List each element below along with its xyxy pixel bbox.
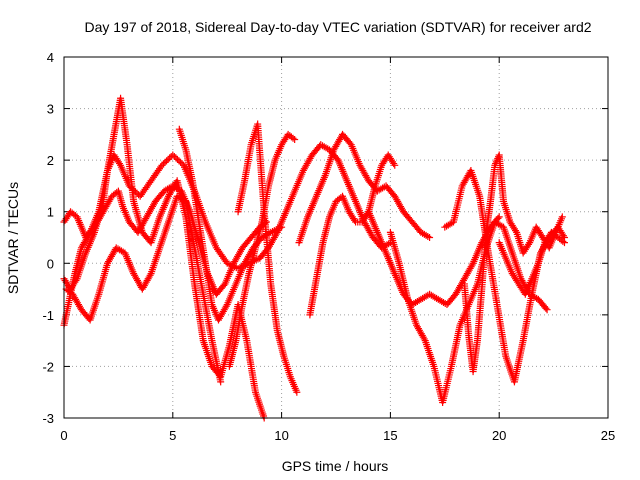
y-tick-label: -2 — [42, 359, 54, 374]
data-point-marker — [272, 230, 280, 238]
data-point-marker — [161, 158, 169, 166]
x-tick-label: 20 — [492, 428, 506, 443]
data-point-marker — [495, 213, 503, 221]
data-point-marker — [170, 152, 178, 160]
data-point-marker — [293, 388, 301, 396]
series-sat-j — [306, 151, 399, 319]
data-point-marker — [391, 161, 399, 169]
x-tick-label: 10 — [274, 428, 288, 443]
data-series — [60, 94, 568, 422]
data-point-marker — [542, 304, 550, 312]
x-tick-label: 25 — [601, 428, 615, 443]
series-sat-o — [495, 228, 568, 298]
x-tick-label: 0 — [60, 428, 67, 443]
y-tick-label: 2 — [47, 153, 54, 168]
x-tick-label: 15 — [383, 428, 397, 443]
series-sat-g — [234, 120, 301, 396]
data-point-marker — [85, 230, 93, 238]
data-point-marker — [543, 306, 551, 314]
data-point-marker — [560, 239, 568, 247]
data-point-marker — [291, 136, 299, 144]
x-tick-labels: 0 5 10 15 20 25 — [60, 428, 615, 443]
data-point-marker — [146, 271, 154, 279]
y-tick-label: -3 — [42, 411, 54, 426]
y-tick-labels: -3 -2 -1 0 1 2 3 4 — [42, 50, 54, 426]
data-point-marker — [169, 151, 177, 159]
series-sat-e — [175, 125, 286, 324]
y-tick-label: 4 — [47, 50, 54, 65]
x-axis-title: GPS time / hours — [282, 458, 389, 474]
data-point-marker — [350, 216, 358, 224]
data-point-marker — [512, 227, 520, 235]
data-point-marker — [426, 234, 434, 241]
y-tick-label: 1 — [47, 205, 54, 220]
chart-title: Day 197 of 2018, Sidereal Day-to-day VTE… — [84, 19, 591, 35]
data-point-marker — [175, 157, 183, 165]
data-point-marker — [217, 378, 225, 386]
data-point-marker — [164, 155, 172, 163]
data-point-marker — [173, 155, 181, 163]
data-point-marker — [115, 160, 123, 168]
data-point-marker — [166, 154, 174, 162]
data-point-marker — [177, 158, 185, 166]
data-point-marker — [163, 157, 171, 165]
series-sat-h — [256, 141, 394, 262]
data-point-marker — [420, 335, 428, 343]
plot-frame — [63, 56, 609, 419]
data-point-marker — [468, 261, 476, 269]
data-point-marker — [172, 154, 180, 162]
y-tick-label: -1 — [42, 308, 54, 323]
data-point-marker — [559, 237, 567, 245]
data-point-marker — [525, 240, 533, 248]
data-point-marker — [222, 302, 230, 310]
x-tick-label: 5 — [169, 428, 176, 443]
series-sat-n — [460, 151, 566, 376]
y-axis-title: SDTVAR / TECUs — [5, 182, 21, 294]
series-sat-d — [62, 192, 225, 386]
series-sat-c — [60, 94, 268, 422]
y-tick-label: 0 — [47, 256, 54, 271]
data-point-marker — [289, 134, 297, 142]
data-point-marker — [158, 161, 166, 169]
data-point-marker — [558, 213, 566, 221]
y-tick-label: 3 — [47, 102, 54, 117]
data-point-marker — [159, 160, 167, 168]
data-point-marker — [390, 160, 398, 168]
